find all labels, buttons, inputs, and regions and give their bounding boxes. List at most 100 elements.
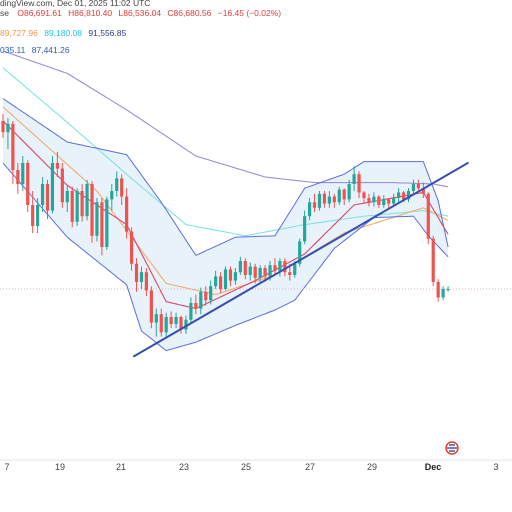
candle [110,184,114,211]
x-tick-label: 27 [305,462,315,472]
candle [446,286,450,292]
candle [372,192,376,207]
x-tick-label: 19 [55,462,65,472]
candle-body [100,202,104,247]
ma-value-cyan: 89,180.08 [44,28,83,38]
candle [120,174,124,205]
candle [367,193,371,207]
candle [431,235,435,287]
x-tick-label: 25 [241,462,251,472]
candle [36,198,40,233]
trendline[interactable] [133,162,469,358]
candle-body [80,191,84,217]
candle [40,177,45,212]
candle-body [367,198,371,203]
candle [387,198,391,208]
candle-body [228,269,233,281]
change-value: −16.45 (−0.02%) [217,8,282,18]
candle-body [75,191,79,222]
candle-body [263,268,267,277]
candle-body [431,238,435,282]
candle-body [273,265,277,271]
ma-legend-row2: 035.11 87,441.26 [0,45,74,55]
candle [248,262,252,281]
candle-body [50,163,55,211]
candle-body [31,205,35,226]
candle-body [139,272,144,282]
candle-body [278,261,282,271]
candle [411,179,416,194]
candle-body [382,199,386,205]
candle-body [174,317,178,324]
ohlc-legend: dingView.com, Dec 01, 2025 11:02 UTC [0,0,154,8]
candle-body [372,196,376,203]
candle-body [401,192,406,200]
candle [154,308,158,337]
candle [273,258,277,275]
candle [90,181,94,243]
x-tick-label: 7 [4,462,9,472]
candle [421,182,425,198]
candle [258,265,262,284]
candle-body [11,123,15,170]
candle-body [199,291,203,309]
candle [406,188,411,203]
candle-body [322,193,327,204]
candle [60,163,64,208]
candle-body [154,314,158,323]
candle [337,186,341,205]
candle [303,210,307,245]
candle-body [6,123,10,133]
candle-body [406,191,411,200]
candle-body [21,163,25,184]
candle [125,188,129,239]
candle-body [209,286,213,301]
candle-body [347,184,351,200]
candle [129,227,134,271]
candle [392,193,396,207]
candle-body [332,196,336,203]
candle-body [184,319,188,330]
candle [80,184,84,222]
event-flag-icon[interactable] [445,441,459,455]
candle-body [223,269,228,289]
candle [115,171,119,197]
candle [31,191,35,233]
candle-body [441,289,445,298]
candle [55,151,59,177]
candle [159,308,163,337]
candle [95,198,99,242]
candle-body [1,121,5,133]
candle-body [298,241,302,264]
candle [174,312,178,329]
candle [149,286,153,329]
candle-body [303,216,307,242]
bollinger-upper-line [2,98,449,257]
candle [218,272,223,294]
candle [6,118,10,149]
candle [238,256,242,275]
candle [199,287,203,315]
candle-body [204,291,208,301]
candle-body [65,191,69,203]
candle [312,193,317,212]
candles [1,114,450,337]
candle [377,195,381,208]
bb-value-upper: 035.11 [0,45,26,55]
candle-body [26,163,30,205]
candle [357,171,361,198]
candle [105,196,109,250]
candle-body [45,184,50,211]
candle-body [283,261,287,273]
candle-body [392,198,396,204]
candle-body [179,317,183,330]
candle [21,156,25,191]
candle-body [248,266,252,275]
candle [298,238,302,267]
candle [441,286,445,301]
high-value: H86,810.40 [68,8,113,18]
x-tick-labels: 7 19 21 23 25 27 29 Dec 3 [4,462,498,472]
candle [194,294,198,315]
